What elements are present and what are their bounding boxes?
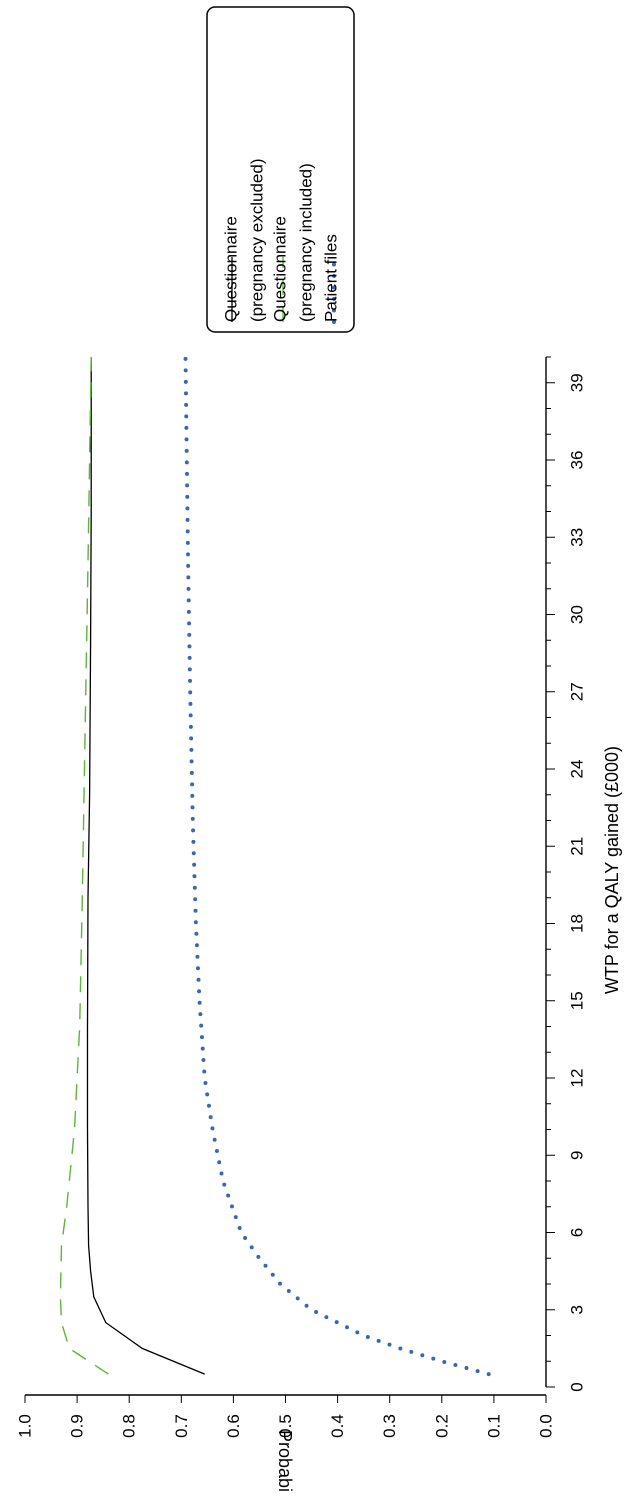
legend-label-2: Questionnaire (271, 216, 290, 322)
y-tick-label: 0.8 (120, 1414, 139, 1438)
x-tick-label: 39 (568, 373, 587, 392)
x-tick-label: 12 (568, 1069, 587, 1088)
legend-label-1: Questionnaire (222, 216, 241, 322)
tick-marks (24, 356, 555, 1403)
x-tick-label: 27 (568, 682, 587, 701)
x-tick-label: 30 (568, 605, 587, 624)
legend-label-3: Patient files (322, 234, 341, 322)
x-tick-label: 21 (568, 837, 587, 856)
series-line-3 (183, 355, 491, 1377)
y-tick-label: 0.0 (537, 1414, 556, 1438)
x-tick-label: 36 (568, 451, 587, 470)
y-tick-label: 0.9 (68, 1414, 87, 1438)
x-tick-label: 18 (568, 914, 587, 933)
series-line-2 (59, 356, 109, 1375)
axes (25, 357, 547, 1396)
series-lines (59, 355, 491, 1377)
x-tick-label: 33 (568, 528, 587, 547)
x-tick-label: 9 (568, 1151, 587, 1160)
series-line-1 (86, 357, 205, 1375)
y-tick-label: 1.0 (16, 1414, 35, 1438)
legend-label-2: (pregnancy included) (297, 163, 316, 322)
legend-box (206, 6, 355, 333)
y-axis-label: Probability (275, 1430, 295, 1492)
legend-label-1: (pregnancy excluded) (248, 159, 267, 322)
y-tick-label: 0.7 (172, 1414, 191, 1438)
x-tick-label: 15 (568, 991, 587, 1010)
legend: Questionnaire (pregnancy excluded) Questio… (206, 6, 355, 333)
x-axis-label: WTP for a QALY gained (£000) (602, 746, 622, 994)
y-tick-label: 0.5 (276, 1414, 295, 1438)
x-tick-label: 0 (568, 1382, 587, 1391)
y-tick-label: 0.4 (328, 1414, 347, 1438)
y-tick-label: 0.6 (224, 1414, 243, 1438)
y-tick-label: 0.2 (432, 1414, 451, 1438)
y-tick-label: 0.1 (484, 1414, 503, 1438)
x-tick-label: 24 (568, 760, 587, 779)
tick-labels: 0369121518212427303336390.00.10.20.30.40… (16, 373, 587, 1438)
x-tick-label: 6 (568, 1228, 587, 1237)
y-tick-label: 0.3 (380, 1414, 399, 1438)
x-tick-label: 3 (568, 1305, 587, 1314)
